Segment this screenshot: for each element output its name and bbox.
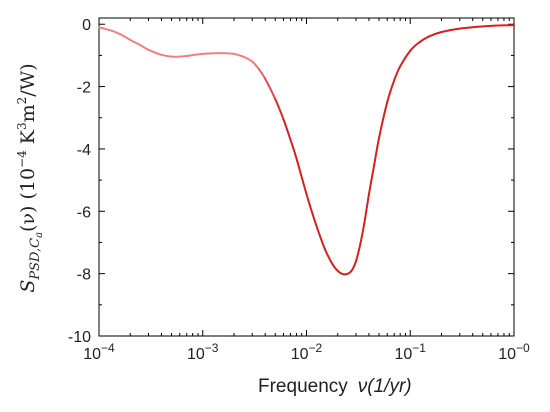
x-tick-label-base: 10 xyxy=(83,346,101,363)
y-tick-label: 0 xyxy=(82,17,91,34)
x-tick-label-exp: −0 xyxy=(516,341,530,355)
y-tick-label: -2 xyxy=(77,80,91,97)
series-line-segment xyxy=(417,35,430,44)
series-line-segment xyxy=(98,26,112,32)
series-line-segment xyxy=(191,52,204,57)
series-line-segment xyxy=(305,193,316,222)
x-tick-label: 10−4 xyxy=(83,341,115,363)
series-line-segment xyxy=(258,68,267,80)
series-line-segment xyxy=(481,24,499,28)
series-line-segment xyxy=(409,41,420,52)
x-tick-label: 10−0 xyxy=(498,341,530,363)
series-line-segment xyxy=(251,60,261,71)
series-line-segment xyxy=(313,219,326,250)
y-axis-label-symbol: S xyxy=(17,280,39,293)
series-line-segment xyxy=(147,48,163,56)
series-line-segment xyxy=(282,118,292,141)
series-line-segment xyxy=(427,31,443,38)
y-axis-label-units1: K xyxy=(17,129,39,150)
y-axis-label-units2: m xyxy=(17,104,39,122)
x-tick-label-base: 10 xyxy=(395,346,413,363)
series-group xyxy=(98,24,515,276)
x-tick-label-base: 10 xyxy=(498,346,516,363)
series-line-segment xyxy=(350,260,358,273)
x-tick-label-exp: −3 xyxy=(205,341,219,355)
y-axis-label-subsub: a xyxy=(34,232,45,238)
series-line-segment xyxy=(355,243,362,263)
series-line-segment xyxy=(289,138,298,160)
y-axis-label-rest: (ν) (10 xyxy=(17,168,39,232)
series-line-segment xyxy=(386,79,396,104)
y-tick-label: -8 xyxy=(77,267,91,284)
series-line-segment xyxy=(243,55,254,63)
series-line-segment xyxy=(139,44,150,51)
series-line-segment xyxy=(178,55,188,58)
series-line-segment xyxy=(264,77,277,101)
x-tick-label-exp: −1 xyxy=(412,341,426,355)
x-tick-label-base: 10 xyxy=(291,346,309,363)
series-line-segment xyxy=(129,38,142,47)
series-line-segment xyxy=(440,27,461,34)
x-tick-label-exp: −4 xyxy=(101,341,115,355)
tick-labels-group: 10−4 10−3 10−2 10−1 10−00-2-4-6-8-10 xyxy=(68,17,530,363)
series-line-segment xyxy=(201,52,216,55)
x-tick-label-exp: −2 xyxy=(309,341,323,355)
series-line-segment xyxy=(232,52,246,58)
series-line-segment xyxy=(331,263,341,274)
series-line-segment xyxy=(359,222,366,246)
y-axis-label: SPSD,Ca(ν) (10−4 K3m2/W) xyxy=(15,63,45,292)
y-axis-label-exp: −4 xyxy=(15,150,29,168)
y-tick-label: -4 xyxy=(77,142,91,159)
series-line-segment xyxy=(160,53,173,58)
series-line-segment xyxy=(393,65,402,82)
series-line-segment xyxy=(367,163,376,196)
x-tick-label: 10−2 xyxy=(291,341,323,363)
series-line-segment xyxy=(458,25,484,30)
series-line-segment xyxy=(119,33,132,41)
series-line-segment xyxy=(222,52,235,55)
y-axis-label-units-exp1: 3 xyxy=(15,122,29,130)
series-line-segment xyxy=(109,29,122,36)
series-line-segment xyxy=(373,137,381,166)
series-line-segment xyxy=(378,101,389,140)
x-axis-label-var: ν(1/yr) xyxy=(358,376,412,397)
y-axis-label-units-exp2: 2 xyxy=(15,97,29,105)
y-axis-label-units3: /W) xyxy=(17,63,39,96)
ticks-group xyxy=(98,18,515,337)
y-tick-label: -10 xyxy=(68,329,91,346)
x-axis-label: Frequency ν(1/yr) xyxy=(258,376,412,397)
series-line-segment xyxy=(274,98,285,121)
y-tick-label: -6 xyxy=(77,204,91,221)
plot-frame xyxy=(98,17,515,337)
series-line-segment xyxy=(323,247,334,266)
x-tick-label: 10−3 xyxy=(187,341,219,363)
y-axis-label-sub: PSD,C xyxy=(28,238,43,281)
series-line-segment xyxy=(363,193,370,225)
series-line-segment xyxy=(399,49,412,68)
x-axis-label-prefix: Frequency xyxy=(258,376,348,397)
x-tick-label-base: 10 xyxy=(187,346,205,363)
series-line-segment xyxy=(295,157,308,196)
x-tick-label: 10−1 xyxy=(395,341,427,363)
